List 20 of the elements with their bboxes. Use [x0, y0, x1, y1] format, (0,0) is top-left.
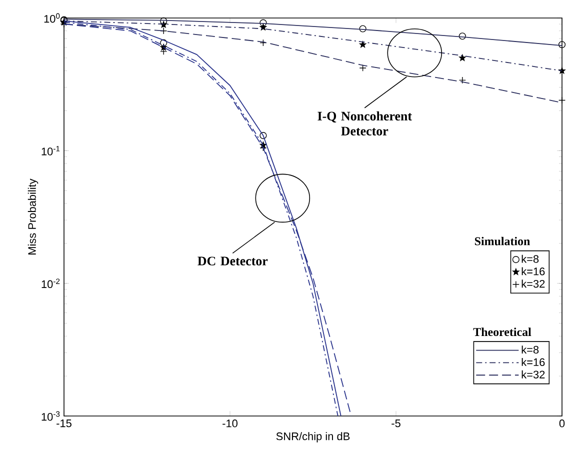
y-tick-label: 10$^{0}$	[44, 13, 60, 23]
y-tick-label: 10$^{-1}$	[42, 146, 60, 156]
text: Theoretical	[473, 328, 532, 336]
legend-label: k=32	[522, 370, 545, 378]
legend-label: k=32	[522, 280, 545, 288]
y-tick-label: 10$^{-2}$	[42, 278, 60, 288]
legend-label: k=8	[522, 254, 539, 263]
annotation: I-Q Noncoherent Detector	[318, 111, 412, 136]
annotation: DC Detector	[198, 256, 268, 266]
y-tick-label: 10$^{-3}$	[42, 411, 60, 421]
x-axis-title: SNR/chip in dB	[276, 432, 350, 442]
x-tick-label: -10	[222, 420, 238, 428]
legend-label: k=8	[522, 346, 539, 354]
legend-label: k=16	[522, 358, 545, 366]
text: Simulation	[474, 236, 530, 246]
x-tick-label: 0	[559, 420, 565, 428]
y-axis-title: Miss Probability	[28, 178, 38, 254]
legend-label: k=16	[522, 267, 545, 276]
x-tick-label: -5	[392, 420, 400, 428]
x-tick-label: -15	[56, 420, 72, 428]
